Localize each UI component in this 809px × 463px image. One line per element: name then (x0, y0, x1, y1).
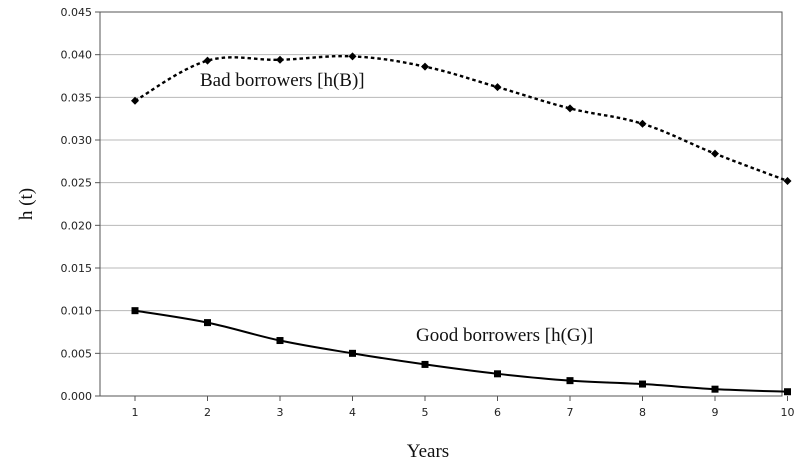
y-tick-label: 0.035 (61, 91, 93, 104)
x-axis-label: Years (407, 441, 449, 462)
good-borrowers-point (711, 385, 719, 393)
grid-lines (100, 11, 782, 354)
good-borrowers-point (204, 319, 211, 327)
bad-borrowers-point (638, 119, 647, 128)
x-tick-label: 7 (567, 406, 574, 419)
bad-borrowers-point (711, 149, 719, 158)
x-tick-label: 8 (639, 406, 646, 419)
x-tick-label: 4 (349, 406, 356, 419)
x-tick-label: 5 (422, 406, 429, 419)
good-borrowers-point (421, 360, 429, 368)
y-tick-label: 0.040 (61, 49, 93, 62)
good-borrowers-line (134, 309, 788, 393)
plot-frame (99, 11, 783, 397)
series-lines (134, 54, 788, 393)
good-borrowers-point (349, 349, 356, 357)
x-tick-label: 3 (277, 406, 284, 419)
series-label-bad-borrowers: Bad borrowers [h(B)] (200, 70, 365, 91)
bad-borrowers-point (421, 62, 429, 71)
bad-borrowers-point (203, 56, 212, 65)
y-axis-ticks: 0.000 0.005 0.010 0.015 0.020 0.025 0.030 0.035… (61, 6, 100, 403)
bad-borrowers-line (134, 54, 788, 183)
y-tick-label: 0.025 (61, 177, 93, 190)
good-borrowers-point (131, 307, 139, 315)
x-tick-label: 6 (494, 406, 501, 419)
bad-borrowers-point (566, 104, 574, 113)
bad-borrowers-point (348, 52, 357, 61)
good-borrowers-point (494, 370, 501, 378)
x-tick-label: 2 (204, 406, 211, 419)
bad-borrowers-point (131, 96, 139, 105)
series-label-good-borrowers: Good borrowers [h(G)] (416, 325, 593, 346)
series-markers (131, 52, 792, 396)
y-tick-label: 0.015 (61, 262, 93, 275)
y-tick-label: 0.005 (61, 347, 93, 360)
y-axis-label: h (t) (16, 188, 37, 220)
bad-borrowers-point (276, 55, 284, 64)
x-tick-label: 10 (781, 406, 795, 419)
x-tick-label: 9 (712, 406, 719, 419)
y-tick-label: 0.020 (61, 219, 93, 232)
x-axis-ticks: 1 2 3 4 5 6 7 8 9 10 (132, 396, 795, 419)
x-tick-label: 1 (132, 406, 139, 419)
y-tick-label: 0.030 (61, 134, 93, 147)
good-borrowers-point (566, 377, 574, 385)
good-borrowers-point (784, 388, 791, 396)
bad-borrowers-point (493, 83, 502, 92)
good-borrowers-point (276, 337, 284, 345)
y-tick-label: 0.045 (61, 6, 93, 19)
y-tick-label: 0.010 (61, 305, 93, 318)
bad-borrowers-point (783, 176, 792, 185)
good-borrowers-point (639, 380, 646, 388)
y-tick-label: 0.000 (61, 390, 93, 403)
